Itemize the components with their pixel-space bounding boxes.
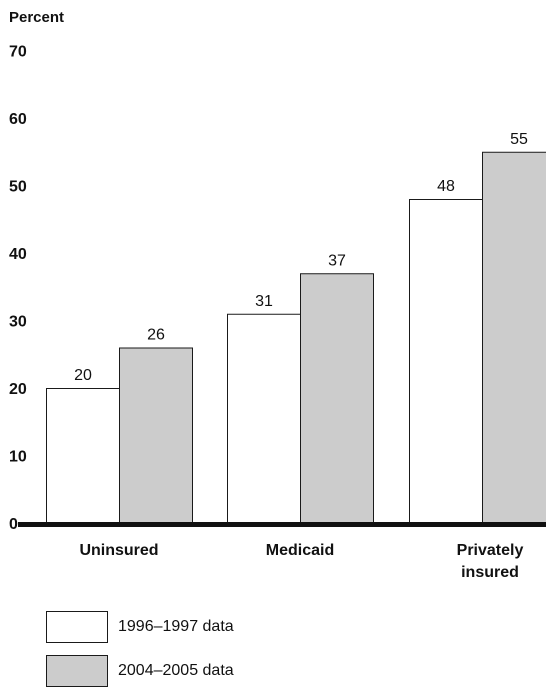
legend-swatch-series-2 — [46, 655, 108, 687]
bar — [228, 314, 301, 523]
bar-value-label: 31 — [255, 293, 273, 310]
x-category-label: Uninsured — [79, 542, 158, 559]
x-category-label: Medicaid — [266, 542, 334, 559]
bar-value-label: 48 — [437, 178, 455, 195]
y-tick-label: 70 — [9, 44, 27, 61]
bar-value-label: 26 — [147, 327, 165, 344]
bar-value-label: 55 — [510, 131, 528, 148]
legend: 1996–1997 data 2004–2005 data — [46, 610, 234, 698]
y-tick-label: 10 — [9, 449, 27, 466]
bar — [410, 200, 483, 524]
bar-value-label: 37 — [328, 252, 346, 269]
legend-label-series-2: 2004–2005 data — [118, 662, 234, 680]
y-tick-label: 30 — [9, 314, 27, 331]
bar — [483, 152, 546, 523]
y-tick-label: 60 — [9, 111, 27, 128]
y-tick-label: 0 — [9, 516, 18, 533]
bar-value-label: 20 — [74, 367, 92, 384]
y-axis-title: Percent — [9, 9, 64, 26]
legend-label-series-1: 1996–1997 data — [118, 618, 234, 636]
legend-item-series-1: 1996–1997 data — [46, 610, 234, 644]
bar — [120, 348, 193, 524]
bar-chart: Percent 0 10 20 30 40 50 60 70 20 26 31 37 48 55 Uni… — [0, 0, 546, 600]
bars — [47, 152, 546, 523]
y-axis-ticks: 0 10 20 30 40 50 60 70 — [9, 44, 27, 534]
legend-swatch-series-1 — [46, 611, 108, 643]
bar — [47, 389, 120, 524]
y-tick-label: 20 — [9, 381, 27, 398]
y-tick-label: 40 — [9, 246, 27, 263]
bar — [301, 274, 374, 524]
y-tick-label: 50 — [9, 179, 27, 196]
x-axis-baseline — [18, 522, 546, 527]
